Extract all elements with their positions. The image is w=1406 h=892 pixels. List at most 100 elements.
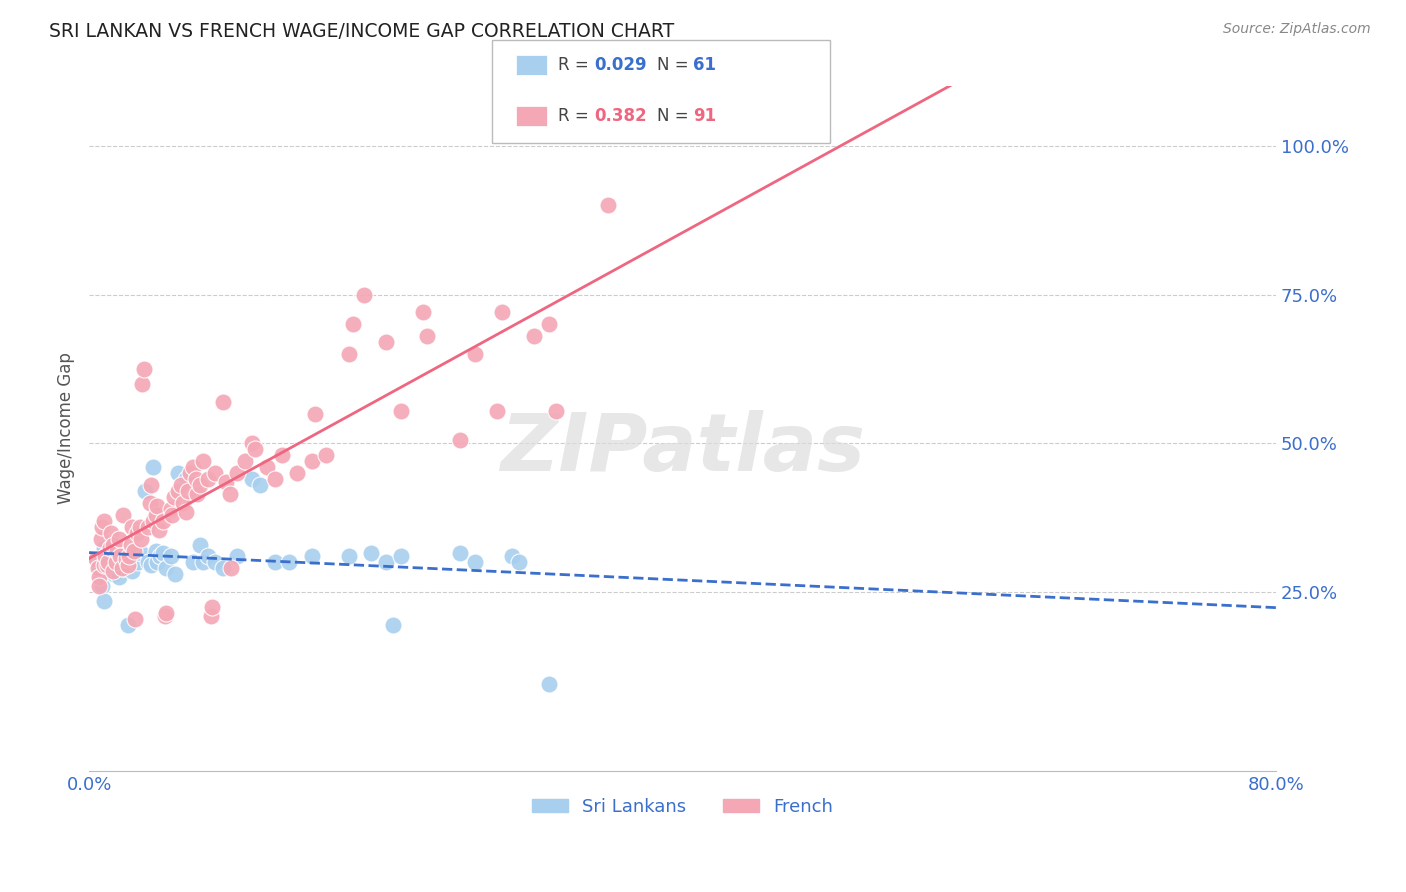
Point — [263, 472, 285, 486]
Point — [374, 335, 396, 350]
Point — [90, 532, 112, 546]
Point — [105, 558, 128, 573]
Text: N =: N = — [657, 107, 693, 125]
Point — [523, 329, 546, 343]
Point — [128, 519, 150, 533]
Text: R =: R = — [558, 107, 595, 125]
Point — [91, 519, 114, 533]
Point — [159, 549, 181, 564]
Point — [110, 543, 132, 558]
Point — [153, 609, 176, 624]
Point — [101, 565, 124, 579]
Point — [184, 472, 207, 486]
Point — [537, 318, 560, 332]
Point — [100, 549, 122, 564]
Point — [96, 558, 118, 573]
Point — [486, 403, 509, 417]
Point — [149, 549, 172, 564]
Point — [101, 565, 124, 579]
Text: 91: 91 — [693, 107, 716, 125]
Text: 0.382: 0.382 — [595, 107, 647, 125]
Point — [93, 514, 115, 528]
Point — [204, 466, 226, 480]
Point — [101, 537, 124, 551]
Point — [197, 549, 219, 564]
Point — [141, 478, 163, 492]
Point — [193, 556, 215, 570]
Point — [464, 556, 486, 570]
Point — [152, 514, 174, 528]
Point — [104, 552, 127, 566]
Point — [240, 436, 263, 450]
Point — [139, 496, 162, 510]
Point — [167, 483, 190, 498]
Point — [142, 460, 165, 475]
Point — [160, 508, 183, 522]
Point — [103, 567, 125, 582]
Point — [159, 501, 181, 516]
Point — [501, 549, 523, 564]
Point — [172, 496, 194, 510]
Point — [179, 466, 201, 480]
Point — [127, 556, 149, 570]
Point — [170, 478, 193, 492]
Point — [131, 376, 153, 391]
Point — [120, 537, 142, 551]
Point — [107, 532, 129, 546]
Point — [186, 487, 208, 501]
Text: N =: N = — [657, 56, 693, 74]
Point — [104, 556, 127, 570]
Point — [98, 541, 121, 555]
Point — [233, 454, 256, 468]
Point — [245, 442, 267, 457]
Point — [382, 618, 405, 632]
Text: 0.029: 0.029 — [595, 56, 647, 74]
Point — [141, 558, 163, 573]
Point — [201, 600, 224, 615]
Point — [100, 525, 122, 540]
Point — [86, 552, 108, 566]
Point — [204, 556, 226, 570]
Point — [138, 556, 160, 570]
Text: ZIPatlas: ZIPatlas — [501, 410, 865, 488]
Point — [271, 448, 294, 462]
Point — [193, 454, 215, 468]
Point — [138, 519, 160, 533]
Text: 61: 61 — [693, 56, 716, 74]
Point — [91, 579, 114, 593]
Point — [197, 472, 219, 486]
Point — [337, 347, 360, 361]
Point — [115, 552, 138, 566]
Y-axis label: Wage/Income Gap: Wage/Income Gap — [58, 352, 75, 505]
Point — [132, 362, 155, 376]
Point — [87, 561, 110, 575]
Point — [464, 347, 486, 361]
Point — [122, 547, 145, 561]
Point — [508, 556, 530, 570]
Point — [249, 478, 271, 492]
Point — [449, 434, 471, 448]
Point — [90, 570, 112, 584]
Point — [112, 508, 135, 522]
Point — [115, 547, 138, 561]
Point — [125, 525, 148, 540]
Point — [342, 318, 364, 332]
Point — [93, 558, 115, 573]
Point — [117, 618, 139, 632]
Point — [537, 677, 560, 691]
Point — [188, 537, 211, 551]
Point — [360, 547, 382, 561]
Point — [97, 556, 120, 570]
Text: R =: R = — [558, 56, 595, 74]
Point — [174, 472, 197, 486]
Point — [491, 305, 513, 319]
Point — [412, 305, 434, 319]
Point — [188, 478, 211, 492]
Point — [121, 565, 143, 579]
Point — [134, 483, 156, 498]
Legend: Sri Lankans, French: Sri Lankans, French — [524, 791, 841, 823]
Point — [111, 556, 134, 570]
Point — [200, 609, 222, 624]
Point — [546, 403, 568, 417]
Point — [256, 460, 278, 475]
